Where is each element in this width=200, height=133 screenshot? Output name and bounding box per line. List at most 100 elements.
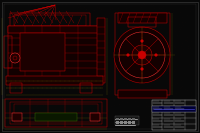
Point (67, 12, 70, 14)
Bar (128, 121, 131, 124)
Point (75, 58, 78, 60)
Point (35, 113, 38, 115)
Point (58, 98, 61, 100)
Point (146, 38, 149, 40)
Point (54, 83, 57, 85)
Point (110, 13, 113, 15)
Point (119, 28, 123, 30)
Point (50, 102, 54, 104)
Point (130, 51, 133, 53)
Point (66, 120, 69, 123)
Point (111, 113, 114, 115)
Point (74, 111, 77, 114)
Point (166, 82, 169, 85)
Point (103, 50, 106, 52)
Point (168, 42, 172, 44)
Point (175, 92, 178, 94)
Point (148, 30, 152, 32)
Bar (128, 118, 131, 120)
Point (92, 107, 95, 109)
Point (108, 91, 111, 93)
Point (42, 113, 45, 115)
Point (90, 38, 93, 40)
Point (126, 10, 129, 12)
Point (74, 49, 77, 51)
Point (49, 86, 52, 88)
Point (49, 74, 53, 77)
Bar (124, 118, 127, 120)
Point (180, 128, 183, 130)
Point (106, 109, 110, 111)
Bar (14, 104, 98, 122)
Point (134, 111, 138, 113)
Point (31, 92, 35, 94)
Point (62, 64, 65, 66)
Point (73, 99, 76, 101)
Point (17, 75, 20, 78)
Point (56, 45, 59, 48)
Point (163, 19, 167, 21)
Point (162, 10, 165, 12)
Bar (35, 113, 77, 121)
Point (189, 119, 192, 121)
Point (105, 59, 109, 61)
Point (87, 87, 90, 89)
Point (8, 79, 11, 81)
Point (151, 4, 154, 6)
Point (2, 106, 6, 109)
Point (100, 73, 103, 75)
Point (126, 18, 129, 21)
Point (26, 90, 29, 92)
Bar (10, 102, 102, 124)
Point (88, 12, 92, 14)
Point (32, 121, 36, 123)
Point (16, 104, 19, 106)
Point (159, 7, 162, 9)
Point (139, 12, 143, 14)
Point (127, 68, 130, 70)
Point (64, 43, 67, 45)
Point (119, 63, 122, 65)
Point (168, 77, 171, 79)
Point (69, 15, 72, 17)
Point (33, 4, 36, 6)
Point (50, 56, 53, 58)
Point (108, 44, 111, 46)
Point (83, 66, 86, 68)
Point (148, 88, 151, 90)
Point (88, 70, 91, 73)
Point (100, 16, 103, 19)
Point (172, 78, 175, 80)
Point (160, 19, 163, 21)
Point (92, 15, 95, 17)
Point (109, 123, 112, 125)
Point (144, 78, 147, 80)
Point (183, 6, 187, 8)
Bar (116, 118, 119, 120)
Point (83, 88, 86, 90)
Point (24, 82, 27, 84)
Point (28, 4, 31, 6)
Point (189, 96, 192, 98)
Point (188, 122, 191, 124)
Point (84, 8, 87, 10)
Point (107, 12, 110, 14)
Point (107, 110, 110, 112)
Point (90, 118, 93, 120)
Point (167, 70, 170, 72)
Point (115, 91, 118, 93)
Point (55, 19, 58, 21)
Point (16, 38, 19, 40)
Point (167, 24, 170, 26)
Point (92, 9, 96, 11)
Point (171, 125, 174, 127)
Point (71, 16, 74, 18)
Point (116, 124, 119, 126)
Point (2, 33, 5, 35)
Point (70, 23, 73, 25)
Point (142, 73, 145, 75)
Point (125, 3, 128, 6)
Point (181, 48, 185, 50)
Point (26, 74, 30, 77)
Point (40, 93, 43, 95)
